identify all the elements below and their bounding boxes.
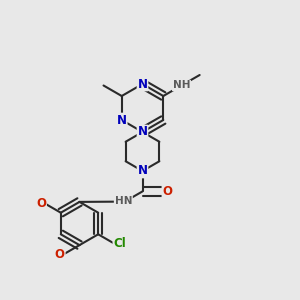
- Text: Cl: Cl: [113, 237, 126, 250]
- Text: N: N: [137, 77, 148, 91]
- Text: O: O: [55, 248, 65, 261]
- Text: N: N: [137, 164, 148, 178]
- Text: N: N: [117, 113, 127, 127]
- Text: O: O: [36, 197, 46, 210]
- Text: NH: NH: [173, 80, 190, 91]
- Text: N: N: [137, 125, 148, 139]
- Text: HN: HN: [115, 196, 132, 206]
- Text: O: O: [162, 185, 172, 198]
